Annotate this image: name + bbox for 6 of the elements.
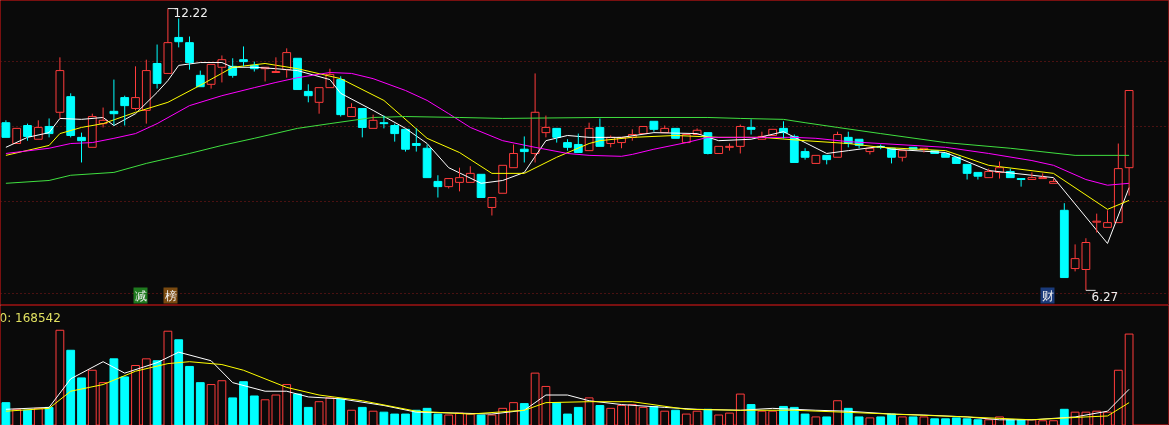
annotation: 12.22 [173, 5, 208, 20]
annotation: 减 [134, 288, 147, 303]
annotation: 榜 [164, 288, 177, 303]
annotation: 财 [1041, 288, 1054, 303]
text: 0: 168542 [0, 310, 61, 325]
annotation: 6.27 [1091, 289, 1119, 304]
